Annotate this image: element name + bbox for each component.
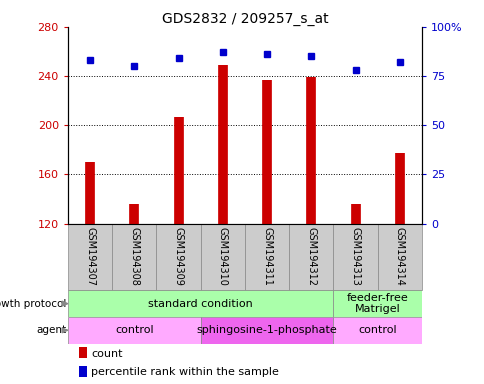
Text: GSM194311: GSM194311 bbox=[261, 227, 272, 286]
Bar bbox=[288, 223, 333, 290]
Text: GSM194307: GSM194307 bbox=[85, 227, 95, 286]
Text: GSM194309: GSM194309 bbox=[173, 227, 183, 286]
Bar bbox=[78, 366, 87, 376]
Bar bbox=[200, 223, 244, 290]
Text: sphingosine-1-phosphate: sphingosine-1-phosphate bbox=[197, 325, 337, 335]
Text: control: control bbox=[115, 325, 153, 335]
Text: agent: agent bbox=[36, 325, 66, 335]
Text: GSM194314: GSM194314 bbox=[394, 227, 404, 286]
Text: percentile rank within the sample: percentile rank within the sample bbox=[91, 367, 278, 377]
Title: GDS2832 / 209257_s_at: GDS2832 / 209257_s_at bbox=[161, 12, 328, 26]
Text: growth protocol: growth protocol bbox=[0, 299, 66, 309]
Text: count: count bbox=[91, 349, 122, 359]
Bar bbox=[156, 223, 200, 290]
Bar bbox=[78, 347, 87, 358]
Bar bbox=[68, 223, 112, 290]
Bar bbox=[68, 290, 333, 317]
Bar bbox=[333, 317, 421, 344]
Text: feeder-free
Matrigel: feeder-free Matrigel bbox=[346, 293, 408, 314]
Bar bbox=[333, 223, 377, 290]
Bar bbox=[244, 223, 288, 290]
Text: GSM194312: GSM194312 bbox=[306, 227, 316, 286]
Bar bbox=[200, 317, 333, 344]
Bar bbox=[112, 223, 156, 290]
Bar bbox=[333, 290, 421, 317]
Bar bbox=[377, 223, 421, 290]
Text: GSM194308: GSM194308 bbox=[129, 227, 139, 286]
Bar bbox=[68, 317, 200, 344]
Text: control: control bbox=[358, 325, 396, 335]
Text: GSM194313: GSM194313 bbox=[350, 227, 360, 286]
Text: GSM194310: GSM194310 bbox=[217, 227, 227, 286]
Text: standard condition: standard condition bbox=[148, 299, 253, 309]
